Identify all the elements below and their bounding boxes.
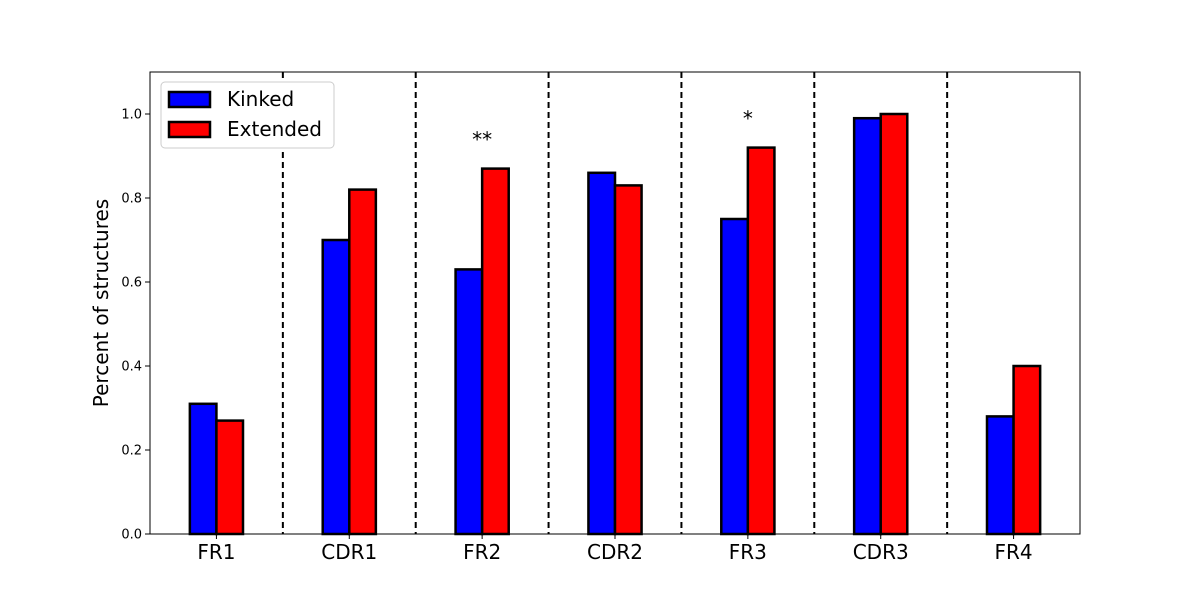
significance-annotation: ** [472,128,492,152]
y-tick-label: 1.0 [121,108,142,123]
x-tick-label: CDR2 [587,540,643,564]
category-separators [281,72,949,534]
bar-kinked-cdr1 [321,238,351,536]
bar-extended-fr2 [480,167,510,536]
bar-extended-cdr2 [613,184,643,536]
legend-swatch-extended [167,120,212,139]
x-tick-label: FR1 [197,540,235,564]
y-tick-label: 0.6 [121,276,142,291]
y-tick-label: 0.8 [121,192,142,207]
x-axis: FR1 CDR1 FR2 CDR2 FR3 CDR3 FR4 [197,534,1033,564]
bar-kinked-fr2 [454,268,484,536]
bar-extended-cdr3 [879,112,909,536]
y-tick-label: 0.0 [121,528,142,543]
bars-group [188,112,1042,536]
annotations-group: *** [472,107,753,152]
y-axis: 0.0 0.2 0.4 0.6 0.8 1.0 [121,108,150,543]
x-tick-label: CDR1 [321,540,377,564]
bar-kinked-fr1 [188,402,218,536]
bar-extended-cdr1 [348,188,378,536]
legend-label-kinked: Kinked [227,87,294,111]
x-tick-label: FR2 [463,540,501,564]
legend-swatch-kinked [167,90,212,109]
bar-extended-fr3 [746,146,776,536]
x-tick-label: CDR3 [853,540,909,564]
significance-annotation: * [743,107,753,131]
x-tick-label: FR4 [995,540,1033,564]
bar-kinked-fr4 [985,415,1015,536]
y-axis-title: Percent of structures [89,199,113,407]
bar-kinked-fr3 [720,217,750,536]
x-tick-label: FR3 [729,540,767,564]
legend-label-extended: Extended [227,117,322,141]
bar-extended-fr4 [1012,364,1042,536]
legend: Kinked Extended [160,81,335,149]
y-tick-label: 0.2 [121,444,142,459]
bar-extended-fr1 [215,419,245,536]
bar-kinked-cdr2 [587,171,617,536]
y-tick-label: 0.4 [121,360,142,375]
bar-kinked-cdr3 [852,116,882,536]
